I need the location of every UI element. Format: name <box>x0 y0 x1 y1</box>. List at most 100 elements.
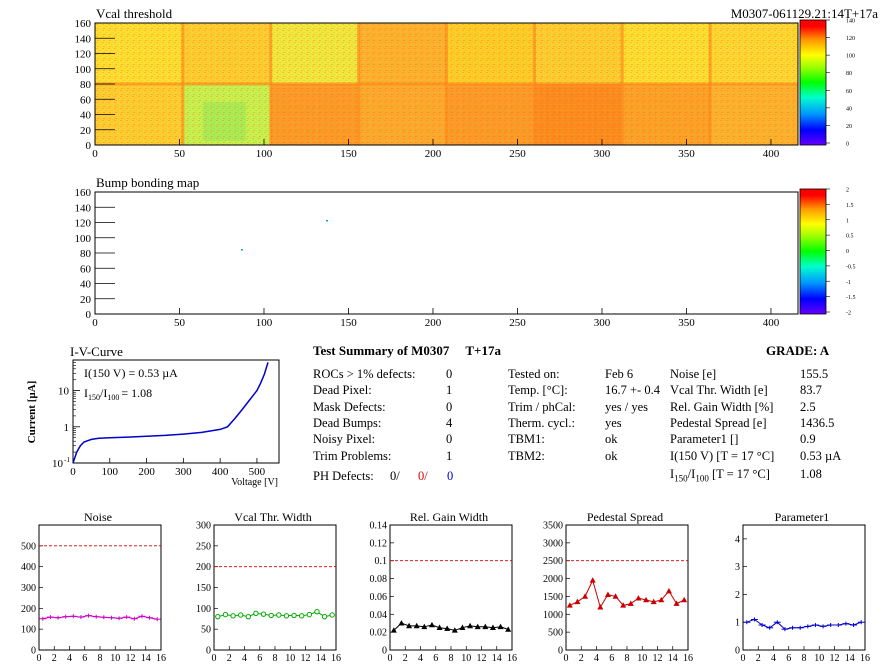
roc-x-tick-label: 2 <box>579 653 584 664</box>
map-y-tick-label: 0 <box>86 140 92 152</box>
vcal-threshold-map: Vcal threshold M0307-061129.21:14T+17a 0… <box>75 6 879 160</box>
roc-x-tick-label: 8 <box>802 653 807 664</box>
summary-left-value: 0 <box>446 399 453 414</box>
roc-point <box>428 621 435 628</box>
roc-panel-2: Rel. Gain Width 0 0.02 0.04 0.06 0.08 0.1 0.12 0… <box>370 510 518 664</box>
map2-palette-labels: -2 -1.5 -1 -0.5 0 0.5 1 1.5 2 <box>826 188 856 317</box>
map-x-tick-label: 300 <box>594 317 611 329</box>
roc-panel-3: Pedestal Spread 0 500 1000 1500 2000 2500 3000 3… <box>543 510 693 664</box>
summary-right-value: 1436.5 <box>800 415 835 430</box>
map-x-tick-label: 350 <box>678 317 695 329</box>
iv-y-tick-label: 1 <box>64 422 70 434</box>
roc-series-line <box>393 622 509 631</box>
iv-y-label: Current [µA] <box>26 381 38 444</box>
iv-x-label: Voltage [V] <box>231 477 278 488</box>
roc-point <box>253 610 259 617</box>
roc-x-tick-label: 0 <box>37 653 42 664</box>
roc-y-tick-label: 0.14 <box>370 521 388 532</box>
palette-tick-label: 2 <box>846 188 849 194</box>
roc-x-tick-label: 10 <box>461 653 471 664</box>
iv-x-tick-label: 300 <box>175 466 192 478</box>
roc-point <box>620 602 627 608</box>
roc-point <box>612 593 619 599</box>
palette-tick-label: 20 <box>846 124 852 130</box>
roc-x-tick-label: 12 <box>830 653 840 664</box>
summary-left-value: 1 <box>446 383 453 398</box>
map-y-tick-label: 20 <box>80 294 92 306</box>
iv-annotation-ratio: I150/I100 = 1.08 <box>84 386 152 402</box>
roc-y-tick-label: 200 <box>196 562 211 573</box>
roc-y-tick-label: 300 <box>21 583 36 594</box>
map-x-tick-label: 50 <box>174 148 186 160</box>
palette-tick-label: 40 <box>846 106 852 112</box>
roc-x-tick-label: 0 <box>388 653 393 664</box>
palette-tick-label: 0 <box>846 249 849 255</box>
roc-point <box>589 577 596 583</box>
ph-defects-value-1: 0/ <box>390 469 400 483</box>
roc-point <box>436 624 443 630</box>
roc-point <box>406 622 413 629</box>
map2-color-palette <box>799 188 827 315</box>
roc-y-tick-label: 100 <box>21 625 36 636</box>
roc-point <box>413 622 420 629</box>
roc-point <box>658 596 665 603</box>
dead-bump-marker <box>326 220 328 222</box>
roc-y-tick-label: 3500 <box>543 521 563 532</box>
map1-palette-labels: 0 20 40 60 80 100 120 140 <box>826 19 855 148</box>
map-x-tick-label: 0 <box>92 317 98 329</box>
map-y-tick-label: 140 <box>75 33 92 45</box>
roc-y-tick-label: 1000 <box>543 610 563 621</box>
summary-middle-value: yes <box>605 415 622 430</box>
palette-tick-label: 60 <box>846 89 852 95</box>
roc-point <box>276 612 282 618</box>
roc-panel-title: Pedestal Spread <box>587 510 663 524</box>
summary-middle-label: Trim / phCal: <box>508 399 576 414</box>
roc-point <box>237 612 244 618</box>
roc-y-tick-label: 0 <box>382 646 387 657</box>
roc-x-tick-label: 6 <box>609 653 614 664</box>
iv-title: I-V-Curve <box>70 344 123 359</box>
map2-x-ticks: 0 50 100 150 200 250 300 350 400 <box>92 308 780 329</box>
roc-x-tick-label: 0 <box>564 653 569 664</box>
roc-y-tick-label: 400 <box>21 562 36 573</box>
map1-y-ticks: 0 20 40 60 80 100 120 140 160 <box>75 18 115 152</box>
map1-x-ticks: 0 50 100 150 200 250 300 350 400 <box>92 139 780 160</box>
roc-y-tick-label: 0 <box>735 646 740 657</box>
ph-defects-label: PH Defects: <box>313 469 374 483</box>
iv-annotation-current: I(150 V) = 0.53 µA <box>84 366 178 380</box>
map-y-tick-label: 0 <box>86 309 92 321</box>
iv-y-tick-label: 10 <box>58 386 70 398</box>
roc-series-line <box>42 615 158 620</box>
iv-y-tick-label: 10 <box>52 458 64 470</box>
summary-right-label: I(150 V) [T = 17 °C] <box>670 448 775 463</box>
roc-x-tick-label: 16 <box>860 653 870 664</box>
iv-x-tick-label: 0 <box>70 466 76 478</box>
roc-x-tick-label: 14 <box>845 653 855 664</box>
summary-middle-value: ok <box>605 432 618 447</box>
iv-x-tick-label: 200 <box>138 466 155 478</box>
roc-point <box>421 623 428 630</box>
palette-tick-label: 1.5 <box>846 203 854 209</box>
summary-left-label: Noisy Pixel: <box>313 432 376 447</box>
palette-tick-label: 120 <box>846 36 855 42</box>
roc-y-tick-label: 50 <box>201 625 211 636</box>
roc-y-tick-label: 0 <box>31 646 36 657</box>
roc-x-tick-label: 4 <box>242 653 247 664</box>
summary-left-label: Mask Defects: <box>313 399 386 414</box>
roc-y-tick-label: 0 <box>558 646 563 657</box>
roc-panel-title: Noise <box>84 510 112 524</box>
roc-point <box>329 612 335 618</box>
roc-x-tick-label: 14 <box>141 653 151 664</box>
roc-x-tick-label: 4 <box>418 653 423 664</box>
ph-defects-value-2: 0/ <box>418 469 428 483</box>
roc-x-tick-label: 8 <box>273 653 278 664</box>
roc-y-tick-label: 0 <box>206 646 211 657</box>
map-y-tick-label: 120 <box>75 218 92 230</box>
summary-left-label: Dead Pixel: <box>313 383 372 398</box>
summary-middle-label: Tested on: <box>508 367 560 381</box>
